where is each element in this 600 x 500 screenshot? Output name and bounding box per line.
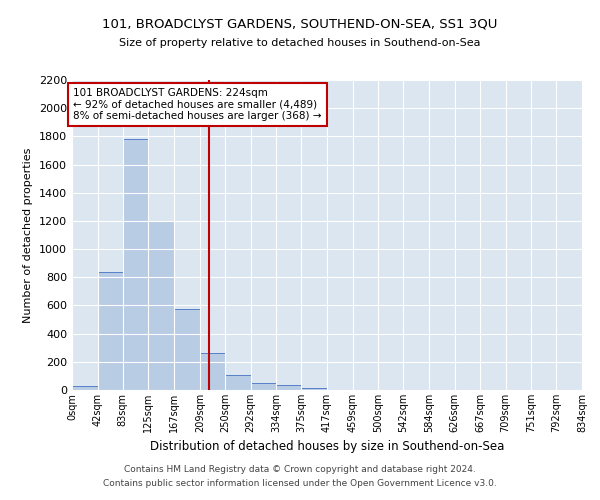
Text: Contains HM Land Registry data © Crown copyright and database right 2024.: Contains HM Land Registry data © Crown c… <box>124 465 476 474</box>
Bar <box>225 374 251 390</box>
Y-axis label: Number of detached properties: Number of detached properties <box>23 148 34 322</box>
Bar <box>301 388 327 390</box>
Bar <box>276 385 301 390</box>
Bar <box>98 272 123 390</box>
Text: 101 BROADCLYST GARDENS: 224sqm
← 92% of detached houses are smaller (4,489)
8% o: 101 BROADCLYST GARDENS: 224sqm ← 92% of … <box>73 88 322 121</box>
Bar <box>174 309 200 390</box>
Bar <box>148 221 174 390</box>
Bar <box>123 139 148 390</box>
Bar <box>251 383 276 390</box>
Bar <box>72 386 98 390</box>
Text: 101, BROADCLYST GARDENS, SOUTHEND-ON-SEA, SS1 3QU: 101, BROADCLYST GARDENS, SOUTHEND-ON-SEA… <box>103 18 497 30</box>
X-axis label: Distribution of detached houses by size in Southend-on-Sea: Distribution of detached houses by size … <box>150 440 504 454</box>
Text: Contains public sector information licensed under the Open Government Licence v3: Contains public sector information licen… <box>103 478 497 488</box>
Text: Size of property relative to detached houses in Southend-on-Sea: Size of property relative to detached ho… <box>119 38 481 48</box>
Bar <box>200 354 225 390</box>
